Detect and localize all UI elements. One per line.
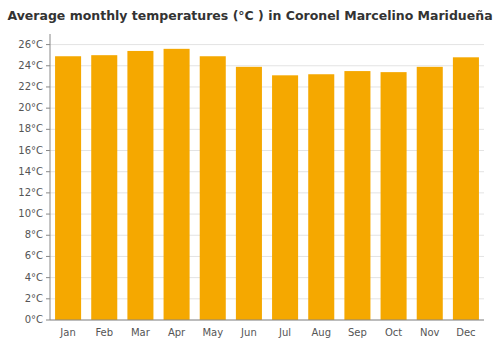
grid (50, 45, 484, 320)
y-tick (46, 44, 50, 45)
x-tick-label: Sep (348, 327, 367, 338)
y-tick (46, 192, 50, 193)
y-tick (46, 256, 50, 257)
y-tick (46, 171, 50, 172)
y-tick (46, 214, 50, 215)
y-tick-label: 6°C (25, 250, 43, 261)
y-tick-label: 24°C (18, 60, 43, 71)
bar (200, 56, 226, 320)
bar (453, 57, 479, 320)
chart: Average monthly temperatures (°C ) in Co… (0, 0, 500, 350)
y-tick (46, 65, 50, 66)
x-tick-label: Dec (456, 327, 475, 338)
y-tick (46, 298, 50, 299)
y-tick-label: 12°C (18, 187, 43, 198)
title: Average monthly temperatures (°C ) in Co… (7, 8, 492, 23)
x-tick-label: Aug (311, 327, 331, 338)
bar (417, 67, 443, 320)
x-tick-label: Jun (240, 327, 257, 338)
y-tick-label: 14°C (18, 166, 43, 177)
y-tick-label: 22°C (18, 81, 43, 92)
y-axis-line (50, 34, 51, 320)
x-tick-label: May (202, 327, 223, 338)
y-tick-label: 4°C (25, 272, 43, 283)
grid-line (50, 44, 484, 45)
y-tick-label: 26°C (18, 39, 43, 50)
bar (272, 75, 298, 320)
x-tick-label: Jan (59, 327, 75, 338)
y-tick (46, 150, 50, 151)
x-ticks: Jan Feb Mar Apr May Jun Jul Aug Sep Oct Nov Dec (59, 327, 475, 338)
bar (381, 72, 407, 320)
x-tick-label: Feb (95, 327, 113, 338)
grid-line (50, 320, 484, 321)
x-axis-line (50, 320, 484, 321)
y-tick (46, 235, 50, 236)
y-tick-label: 10°C (18, 208, 43, 219)
bar (91, 55, 117, 320)
bar (236, 67, 262, 320)
y-tick-label: 16°C (18, 145, 43, 156)
x-tick-label: Apr (168, 327, 186, 338)
bar (127, 51, 153, 320)
y-tick-label: 2°C (25, 293, 43, 304)
y-tick-label: 8°C (25, 229, 43, 240)
y-tick (46, 129, 50, 130)
bar (55, 56, 81, 320)
y-tick (46, 277, 50, 278)
y-tick (46, 320, 50, 321)
bar (344, 71, 370, 320)
y-tick-label: 20°C (18, 102, 43, 113)
y-tick-label: 0°C (25, 314, 43, 325)
y-tick (46, 86, 50, 87)
y-ticks: 0°C 2°C 4°C 6°C 8°C 10°C 12°C 14°C 16°C 18°C 20°C 2… (18, 39, 50, 325)
bar (308, 74, 334, 320)
y-tick (46, 108, 50, 109)
bar (164, 49, 190, 320)
y-tick-label: 18°C (18, 123, 43, 134)
bars (55, 49, 479, 320)
x-tick-label: Oct (385, 327, 402, 338)
x-tick-label: Mar (131, 327, 151, 338)
x-tick-label: Nov (420, 327, 440, 338)
x-tick-label: Jul (278, 327, 291, 338)
background (0, 0, 500, 350)
